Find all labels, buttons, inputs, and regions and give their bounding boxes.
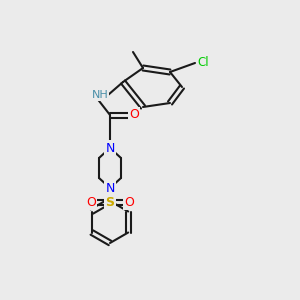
Text: O: O (124, 196, 134, 208)
Text: O: O (129, 109, 139, 122)
Text: N: N (105, 142, 115, 154)
Text: Cl: Cl (197, 56, 209, 70)
Text: N: N (105, 182, 115, 194)
Text: O: O (86, 196, 96, 208)
Text: NH: NH (92, 90, 108, 100)
Text: S: S (106, 196, 115, 208)
